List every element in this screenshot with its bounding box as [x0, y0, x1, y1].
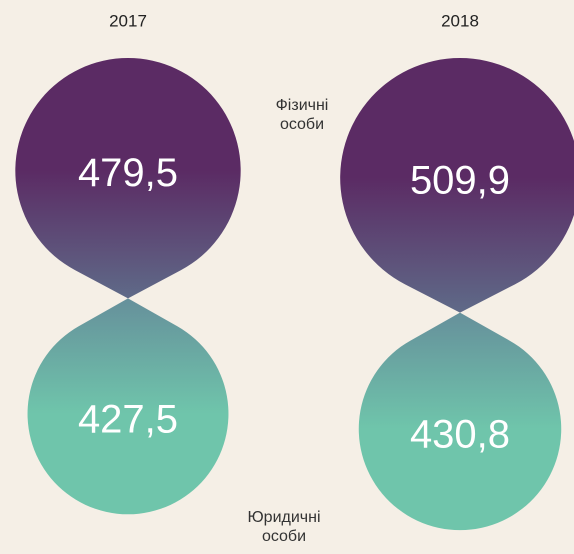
x-tick-label: 2018 [441, 11, 479, 30]
legend-entry: Юридичні особи [244, 508, 324, 546]
chart: 2017 479,5 427,5 2018 509,9 430,8 [0, 0, 574, 554]
value-label: 430,8 [410, 412, 510, 456]
infographic: 2017 479,5 427,5 2018 509,9 430,8 Фізичні осо… [0, 0, 574, 554]
value-label: 479,5 [78, 151, 178, 195]
value-label: 509,9 [410, 158, 510, 202]
value-label: 427,5 [78, 397, 178, 441]
legend-entry: Фізичні особи [262, 96, 342, 134]
x-tick-label: 2017 [109, 11, 147, 30]
